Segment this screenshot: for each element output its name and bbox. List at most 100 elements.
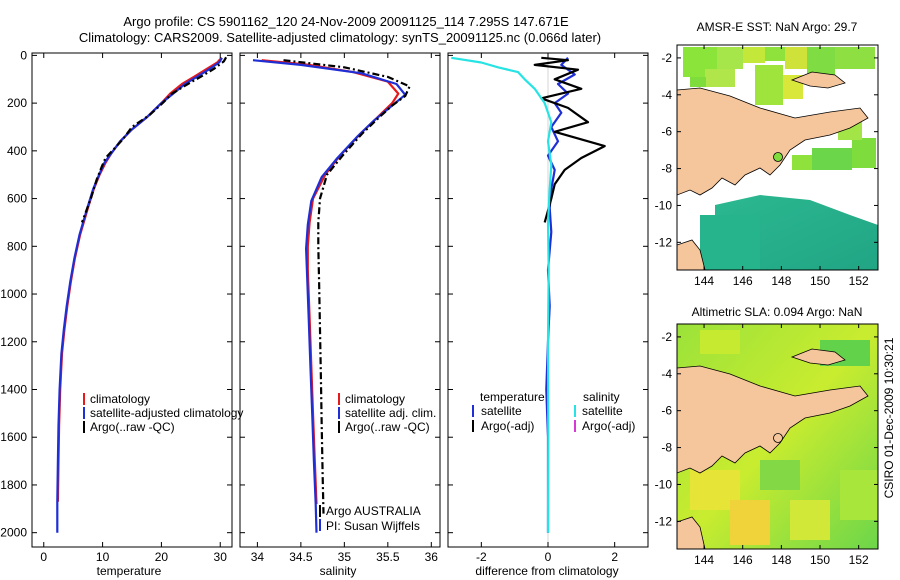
sst-land-png (677, 87, 869, 196)
series-line-argo-raw-qc- (283, 59, 411, 514)
series-line-climatology (261, 59, 400, 505)
lat-tick-label: -10 (655, 198, 673, 212)
sla-land-png (677, 365, 869, 474)
lon-tick-label: 146 (733, 553, 753, 567)
sst-lon-ticks: 144 146 148 150 152 (694, 45, 869, 288)
legend-temp-satellite-label: satellite (481, 404, 522, 418)
sst-land-newbritain (790, 71, 846, 89)
temperature-axes (31, 52, 233, 548)
sla-lat-ticks: -2 -4 -6 -8 -10 -12 (655, 330, 878, 528)
lon-tick-label: 148 (771, 553, 791, 567)
lat-tick-label: -12 (655, 235, 673, 249)
legend-temp-argo-label: Argo(-adj) (481, 419, 534, 433)
difference-xlabel: difference from climatology (475, 564, 618, 578)
sst-map (677, 45, 878, 270)
x-tick-label: 30 (214, 550, 228, 564)
difference-legend: temperature salinity satellite Argo(-adj… (472, 390, 635, 433)
sla-land-newbritain (790, 348, 846, 366)
figure-title-line1: Argo profile: CS 5901162_120 24-Nov-2009… (123, 14, 569, 29)
sla-lon-ticks: 144 146 148 150 152 (694, 324, 869, 567)
legend-salinity-header: salinity (583, 390, 620, 404)
lon-tick-label: 144 (694, 274, 714, 288)
x-tick-label: 34.5 (289, 550, 313, 564)
sst-lat-ticks: -2 -4 -6 -8 -10 -12 (655, 51, 878, 249)
depth-tick-label: 1800 (0, 478, 27, 492)
lon-tick-label: 146 (733, 274, 753, 288)
series-line-temperature-argo-adj- (533, 56, 606, 223)
salinity-x-ticks: 34 34.5 35 35.5 36 (240, 53, 440, 564)
depth-tick-label: 1600 (0, 430, 27, 444)
lat-tick-label: -4 (661, 367, 672, 381)
legend-satellite-label: satellite-adjusted climatology (90, 406, 243, 420)
x-tick-label: 35 (338, 550, 352, 564)
depth-tick-label: 1400 (0, 382, 27, 396)
argo-position-marker (773, 433, 783, 443)
argo-position-marker (773, 152, 783, 162)
lat-tick-label: -12 (655, 514, 673, 528)
temperature-lines (56, 56, 228, 533)
depth-axis: 0 200 400 600 800 1000 1200 1400 1600 1800 2000 (0, 48, 27, 539)
x-tick-label: 36 (425, 550, 439, 564)
sst-map-frame (676, 44, 879, 271)
lat-tick-label: -6 (661, 125, 672, 139)
csiro-timestamp: CSIRO 01-Dec-2009 10:30:21 (882, 337, 896, 498)
series-line-satellite-adjusted-climatology (56, 57, 223, 533)
difference-lines (451, 53, 606, 547)
legend-argo-label: Argo(..raw -QC) (345, 420, 430, 434)
sst-land-australia (677, 239, 706, 270)
lat-tick-label: -8 (661, 441, 672, 455)
temperature-xlabel: temperature (97, 564, 162, 578)
x-tick-label: -2 (476, 550, 487, 564)
salinity-legend: climatology satellite adj. clim. Argo(..… (319, 392, 436, 533)
depth-tick-label: 0 (20, 48, 27, 62)
lon-tick-label: 152 (849, 274, 869, 288)
lon-tick-label: 150 (810, 553, 830, 567)
x-tick-label: 0 (40, 550, 47, 564)
depth-tick-label: 1200 (0, 335, 27, 349)
x-tick-label: 20 (155, 550, 169, 564)
salinity-xlabel: salinity (320, 564, 357, 578)
series-line-argo-raw-qc- (80, 56, 228, 223)
lon-tick-label: 150 (810, 274, 830, 288)
temperature-legend: climatology satellite-adjusted climatolo… (83, 392, 243, 434)
lat-tick-label: -10 (655, 477, 673, 491)
lat-tick-label: -4 (661, 88, 672, 102)
argo-annotation-line1: Argo AUSTRALIA (326, 504, 421, 518)
difference-x-ticks: -2 0 2 (448, 53, 648, 564)
salinity-axes (239, 52, 441, 548)
sla-patches (690, 330, 878, 545)
series-line-satellite-adj-clim- (252, 59, 407, 533)
sla-map-title: Altimetric SLA: 0.094 Argo: NaN (692, 305, 863, 319)
x-tick-label: 10 (96, 550, 110, 564)
figure-title-line2: Climatology: CARS2009. Satellite-adjuste… (79, 30, 601, 45)
legend-climatology-label: climatology (90, 392, 150, 406)
lon-tick-label: 148 (771, 274, 791, 288)
legend-sal-argo-label: Argo(-adj) (582, 419, 635, 433)
sla-land-australia (677, 516, 706, 549)
lat-tick-label: -6 (661, 404, 672, 418)
legend-climatology-label: climatology (345, 392, 405, 406)
x-tick-label: 34 (251, 550, 265, 564)
x-tick-label: 2 (611, 550, 618, 564)
lon-tick-label: 144 (694, 553, 714, 567)
argo-annotation-line2: PI: Susan Wijffels (326, 519, 420, 533)
lat-tick-label: -2 (661, 330, 672, 344)
sst-map-title: AMSR-E SST: NaN Argo: 29.7 (697, 20, 858, 34)
legend-satellite-label: satellite adj. clim. (345, 406, 436, 420)
depth-tick-label: 200 (7, 96, 27, 110)
depth-tick-label: 600 (7, 192, 27, 206)
lat-tick-label: -8 (661, 162, 672, 176)
x-tick-label: 0 (545, 550, 552, 564)
lat-tick-label: -2 (661, 51, 672, 65)
temperature-x-ticks: 0 10 20 30 (32, 53, 232, 564)
depth-tick-label: 1000 (0, 287, 27, 301)
sla-map (677, 324, 878, 549)
depth-tick-label: 2000 (0, 526, 27, 540)
lon-tick-label: 152 (849, 553, 869, 567)
depth-tick-label: 800 (7, 239, 27, 253)
x-tick-label: 35.5 (376, 550, 400, 564)
sla-map-frame (676, 323, 879, 550)
sst-sea-block (700, 215, 760, 270)
series-line-salinity-satellite (451, 56, 553, 533)
